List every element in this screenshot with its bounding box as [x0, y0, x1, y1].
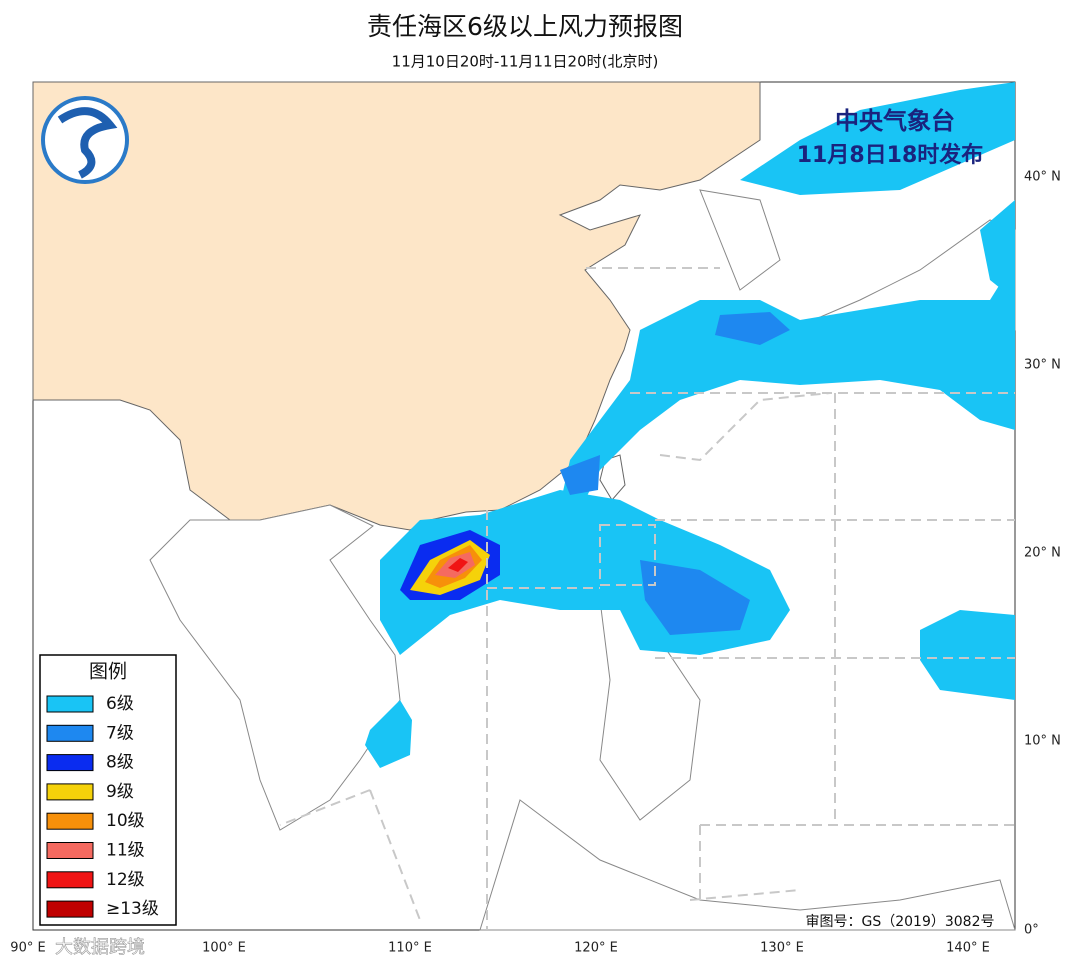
zone-boundaries — [279, 267, 1015, 930]
legend-swatch — [46, 695, 94, 713]
korea — [699, 189, 781, 291]
borneo-region — [479, 799, 1016, 931]
lon-label: 90° E — [10, 941, 45, 956]
wind-area-6 — [740, 82, 1015, 300]
approval-number: 审图号：GS（2019）3082号 — [806, 914, 995, 930]
logo — [41, 96, 129, 184]
legend-label: 9级 — [106, 782, 134, 802]
taiwan — [599, 454, 626, 501]
title: 责任海区6级以上风力预报图 — [367, 12, 683, 41]
lat-label: 40° N — [1024, 170, 1061, 185]
lon-label: 130° E — [760, 941, 804, 956]
lat-label: 10° N — [1024, 734, 1061, 749]
lon-label: 100° E — [202, 941, 246, 956]
legend-title: 图例 — [89, 661, 127, 683]
watermark: 大数据跨境 — [55, 937, 145, 958]
legend-label: ≥13级 — [106, 899, 159, 919]
legend-swatch — [46, 871, 94, 889]
legend-label: 7级 — [106, 723, 134, 743]
legend-label: 6级 — [106, 694, 134, 714]
lon-label: 120° E — [574, 941, 618, 956]
legend-label: 12级 — [106, 870, 145, 890]
lat-label: 30° N — [1024, 358, 1061, 373]
legend-label: 11级 — [106, 841, 145, 861]
subtitle: 11月10日20时-11月11日20时(北京时) — [392, 53, 659, 71]
legend-swatch — [46, 754, 94, 772]
issuer-name: 中央气象台 — [835, 107, 955, 135]
legend: 图例 6级 7级 8级 9级 10级 11级 12级 ≥13级 — [39, 654, 177, 926]
wind-area-12 — [448, 558, 468, 572]
lat-label: 20° N — [1024, 546, 1061, 561]
indochina — [149, 504, 401, 831]
legend-swatch — [46, 724, 94, 742]
map — [32, 81, 1016, 931]
legend-swatch — [46, 812, 94, 830]
lat-label: 0° — [1024, 923, 1039, 938]
legend-label: 8级 — [106, 753, 134, 773]
lon-label: 110° E — [388, 941, 432, 956]
wind-area-7 — [560, 312, 790, 635]
wind-area-6 — [365, 610, 1015, 768]
legend-swatch — [46, 783, 94, 801]
wind-area-6 — [560, 260, 1015, 505]
legend-swatch — [46, 900, 94, 918]
issuer-time: 11月8日18时发布 — [797, 142, 984, 168]
lon-label: 140° E — [946, 941, 990, 956]
legend-swatch — [46, 842, 94, 859]
legend-label: 10级 — [106, 811, 145, 831]
